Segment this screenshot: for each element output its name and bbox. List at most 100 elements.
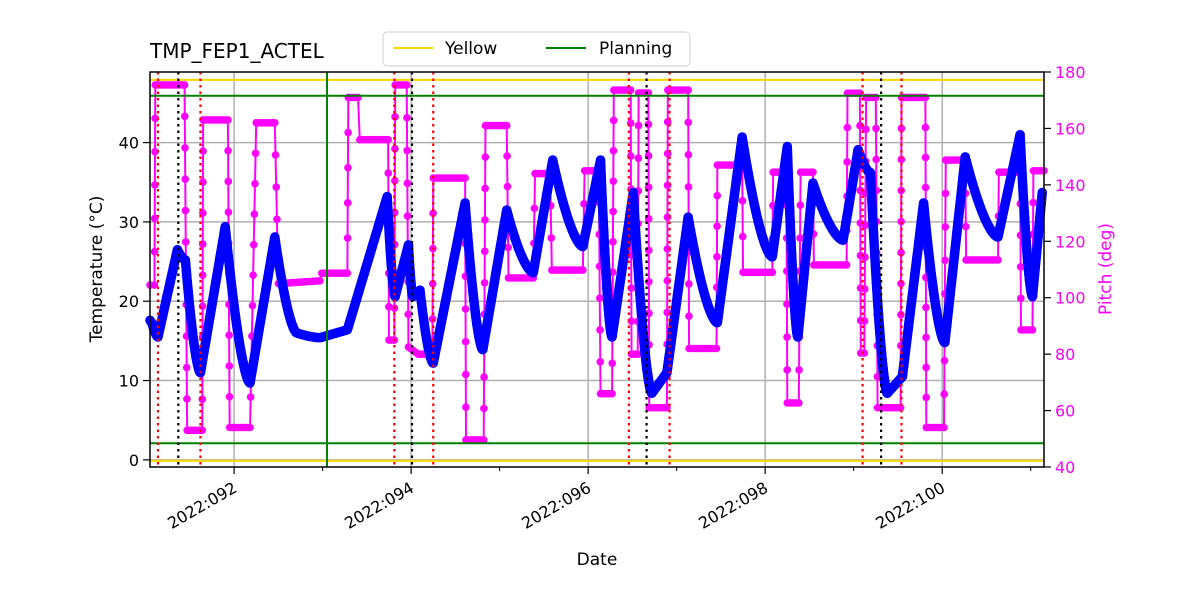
y2-axis-label: Pitch (deg) [1096, 223, 1116, 315]
pitch-point [580, 200, 588, 208]
pitch-point [547, 234, 556, 242]
reference-lines [150, 72, 1044, 467]
pitch-point [428, 279, 437, 288]
temperature-point [1037, 187, 1048, 198]
pitch-point [225, 362, 234, 370]
pitch-point [198, 426, 207, 435]
pitch-point [608, 268, 617, 277]
y2-tick-label: 100 [1055, 289, 1086, 308]
pitch-point [180, 81, 189, 89]
pitch-point [713, 253, 721, 261]
y-tick-label: 40 [119, 134, 139, 153]
pitch-point [596, 358, 605, 366]
pitch-point [1016, 262, 1025, 271]
pitch-point [783, 333, 791, 341]
y2-tick-label: 40 [1055, 458, 1075, 477]
pitch-point [684, 150, 693, 159]
pitch-point [248, 301, 257, 310]
pitch-point [180, 112, 189, 121]
pitch-point [843, 158, 851, 166]
pitch-point [272, 183, 281, 191]
pitch-point [860, 285, 869, 293]
pitch-point [461, 337, 470, 346]
pitch-point [609, 116, 618, 125]
pitch-point [685, 280, 693, 288]
x-axis-label: Date [577, 550, 618, 570]
pitch-point [150, 247, 159, 256]
pitch-point [685, 312, 693, 320]
pitch-point [872, 155, 880, 164]
pitch-point [404, 310, 413, 319]
pitch-point [922, 363, 930, 372]
pitch-point [663, 276, 672, 285]
pitch-point [872, 93, 880, 102]
pitch-point [181, 238, 190, 246]
pitch-point [921, 183, 930, 192]
pitch-point [663, 245, 672, 253]
pitch-point [627, 284, 636, 292]
pitch-point [768, 268, 777, 277]
pitch-point [897, 279, 905, 288]
pitch-point [609, 238, 617, 246]
pitch-point [481, 153, 490, 161]
pitch-point [713, 222, 721, 231]
pitch-point [183, 395, 191, 403]
pitch-point [809, 168, 817, 176]
pitch-point [921, 123, 930, 132]
pitch-point [634, 154, 643, 162]
pitch-point [344, 128, 352, 137]
pitch-point [384, 135, 392, 144]
x-tick-label: 2022:100 [872, 478, 948, 533]
y2-tick-label: 140 [1055, 176, 1086, 195]
pitch-point [150, 214, 159, 223]
pitch-point [1029, 198, 1038, 207]
y-tick-label: 30 [119, 213, 139, 232]
pitch-point [596, 326, 604, 334]
pitch-point [795, 366, 803, 374]
pitch-point [940, 356, 949, 365]
pitch-point [271, 151, 280, 159]
pitch-point [225, 392, 234, 401]
pitch-point [479, 436, 488, 444]
y2-tick-label: 60 [1055, 402, 1075, 421]
pitch-point [316, 276, 324, 285]
y-axis-label: Temperature (°C) [87, 196, 107, 344]
x-tick-label: 2022:098 [695, 478, 771, 533]
pitch-point [962, 222, 970, 231]
y-tick-label: 20 [119, 292, 139, 311]
pitch-point [249, 240, 258, 249]
pitch-point [633, 350, 642, 358]
pitch-point [249, 271, 257, 279]
pitch-point [941, 189, 950, 198]
pitch-point [860, 349, 869, 357]
pitch-point [403, 146, 411, 155]
pitch-point [198, 271, 207, 279]
pitch-point [856, 121, 864, 130]
pitch-point [994, 256, 1002, 264]
pitch-point [462, 403, 470, 411]
x-tick-label: 2022:096 [518, 478, 594, 533]
pitch-point [783, 300, 791, 308]
pitch-point [634, 121, 643, 130]
pitch-point [199, 147, 207, 155]
pitch-point [481, 216, 489, 224]
plot-frame [149, 71, 1045, 468]
pitch-point [391, 176, 399, 185]
pitch-point [684, 118, 693, 127]
pitch-point [502, 121, 511, 130]
pitch-point [151, 114, 159, 123]
pitch-point [344, 163, 352, 172]
pitch-point [922, 393, 930, 402]
pitch-point [503, 182, 512, 191]
pitch-point [796, 234, 804, 242]
pitch-point [684, 183, 693, 191]
y2-tick-label: 180 [1055, 63, 1086, 82]
pitch-point [897, 155, 906, 164]
pitch-point [608, 359, 617, 368]
pitch-point [181, 143, 189, 152]
y2-tick-label: 120 [1055, 232, 1086, 251]
legend-label-planning: Planning [599, 39, 672, 59]
pitch-point [343, 269, 352, 277]
pitch-point [645, 278, 653, 286]
